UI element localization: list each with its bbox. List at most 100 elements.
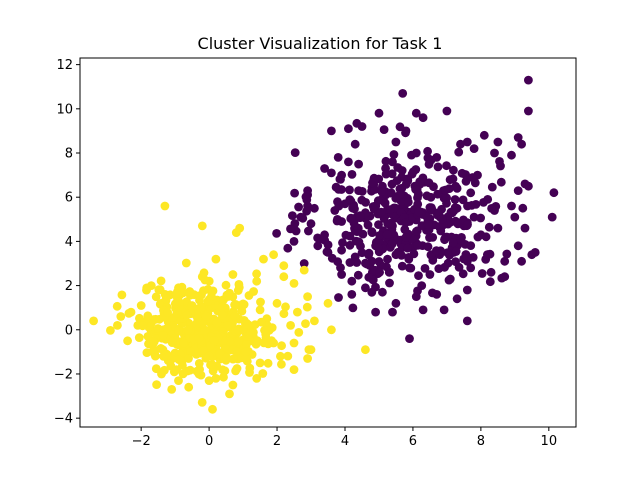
- scatter-point-cluster-1: [298, 213, 308, 223]
- scatter-point-cluster-2: [230, 311, 240, 321]
- scatter-point-cluster-1: [373, 196, 383, 206]
- scatter-point-cluster-1: [426, 192, 436, 202]
- scatter-point-cluster-1: [327, 168, 336, 178]
- scatter-point-cluster-1: [440, 235, 449, 245]
- scatter-point-cluster-1: [485, 277, 495, 287]
- scatter-point-cluster-2: [211, 374, 221, 383]
- scatter-point-cluster-1: [520, 223, 530, 233]
- scatter-point-cluster-1: [289, 237, 299, 246]
- scatter-point-cluster-2: [160, 365, 169, 375]
- scatter-point-cluster-1: [357, 248, 367, 258]
- scatter-point-cluster-2: [185, 365, 195, 375]
- scatter-point-cluster-1: [462, 137, 472, 147]
- scatter-point-cluster-2: [179, 338, 189, 348]
- scatter-point-cluster-1: [407, 213, 416, 223]
- chart-title: Cluster Visualization for Task 1: [198, 34, 443, 53]
- scatter-point-cluster-2: [116, 312, 126, 321]
- scatter-point-cluster-1: [286, 224, 295, 234]
- scatter-point-cluster-1: [406, 263, 416, 273]
- scatter-point-cluster-1: [423, 146, 432, 156]
- scatter-point-cluster-1: [466, 188, 476, 198]
- scatter-point-cluster-1: [299, 259, 309, 268]
- scatter-point-cluster-2: [267, 323, 277, 332]
- scatter-point-cluster-1: [493, 137, 503, 147]
- scatter-point-cluster-1: [344, 124, 353, 134]
- scatter-point-cluster-1: [502, 249, 512, 259]
- scatter-point-cluster-2: [163, 308, 173, 317]
- scatter-point-cluster-1: [334, 201, 344, 211]
- scatter-point-cluster-1: [405, 334, 414, 343]
- scatter-point-cluster-1: [334, 293, 343, 302]
- scatter-point-cluster-2: [299, 265, 309, 275]
- scatter-point-cluster-2: [172, 308, 182, 318]
- scatter-point-cluster-1: [411, 108, 421, 118]
- scatter-point-cluster-2: [167, 385, 177, 394]
- scatter-point-cluster-1: [385, 278, 394, 288]
- scatter-point-cluster-1: [466, 263, 476, 273]
- scatter-point-cluster-1: [448, 238, 458, 248]
- scatter-point-cluster-1: [375, 267, 384, 277]
- scatter-point-cluster-1: [345, 258, 355, 267]
- scatter-point-cluster-1: [352, 258, 362, 267]
- scatter-point-cluster-1: [388, 307, 397, 317]
- scatter-point-cluster-2: [272, 298, 282, 308]
- scatter-point-cluster-1: [358, 229, 368, 239]
- scatter-point-cluster-2: [243, 320, 253, 329]
- scatter-point-cluster-1: [341, 230, 351, 240]
- scatter-point-cluster-1: [381, 156, 391, 166]
- scatter-point-cluster-2: [259, 338, 269, 348]
- y-tick-label: 12: [56, 58, 73, 73]
- scatter-point-cluster-1: [486, 267, 496, 277]
- scatter-point-cluster-2: [241, 347, 251, 356]
- scatter-point-cluster-2: [149, 337, 159, 347]
- scatter-point-cluster-2: [151, 292, 161, 302]
- scatter-point-cluster-1: [377, 187, 386, 196]
- scatter-point-cluster-2: [245, 363, 255, 373]
- scatter-point-cluster-1: [306, 219, 316, 229]
- scatter-point-cluster-2: [259, 254, 268, 264]
- scatter-point-cluster-1: [272, 229, 281, 238]
- scatter-point-cluster-1: [423, 242, 433, 252]
- scatter-point-cluster-1: [397, 261, 407, 271]
- scatter-point-cluster-2: [194, 359, 204, 368]
- scatter-point-cluster-1: [481, 232, 491, 242]
- scatter-point-cluster-2: [286, 321, 295, 330]
- scatter-point-cluster-2: [167, 337, 177, 346]
- scatter-point-cluster-1: [518, 203, 528, 213]
- scatter-point-cluster-1: [400, 225, 410, 234]
- scatter-point-cluster-1: [490, 148, 499, 158]
- scatter-point-cluster-2: [215, 349, 225, 359]
- scatter-point-cluster-1: [459, 254, 469, 264]
- scatter-point-cluster-1: [418, 173, 428, 183]
- scatter-point-cluster-1: [355, 211, 365, 221]
- scatter-point-cluster-2: [281, 302, 290, 312]
- scatter-point-cluster-1: [327, 126, 336, 136]
- scatter-point-cluster-1: [444, 275, 454, 285]
- scatter-point-cluster-1: [361, 283, 370, 293]
- x-tick-label: −2: [132, 434, 151, 449]
- scatter-point-cluster-1: [458, 195, 468, 205]
- scatter-point-cluster-1: [361, 198, 370, 207]
- scatter-point-cluster-2: [200, 326, 210, 336]
- scatter-point-cluster-2: [361, 345, 370, 355]
- scatter-point-cluster-1: [294, 202, 303, 212]
- scatter-point-cluster-1: [468, 173, 477, 182]
- scatter-point-cluster-1: [449, 165, 458, 175]
- scatter-point-cluster-2: [302, 302, 312, 312]
- scatter-point-cluster-2: [294, 328, 304, 337]
- scatter-point-cluster-2: [156, 344, 166, 353]
- scatter-point-cluster-1: [479, 198, 488, 207]
- scatter-point-cluster-2: [256, 297, 265, 307]
- scatter-point-cluster-1: [346, 213, 356, 223]
- scatter-point-cluster-1: [354, 159, 363, 169]
- scatter-point-cluster-1: [451, 247, 461, 256]
- scatter-point-cluster-2: [231, 347, 241, 356]
- scatter-point-cluster-2: [255, 305, 265, 315]
- scatter-point-cluster-2: [260, 325, 269, 335]
- scatter-point-cluster-1: [452, 294, 462, 304]
- scatter-point-cluster-1: [322, 247, 332, 257]
- scatter-point-cluster-2: [289, 365, 299, 374]
- scatter-point-cluster-1: [364, 272, 374, 282]
- scatter-point-cluster-1: [423, 220, 433, 229]
